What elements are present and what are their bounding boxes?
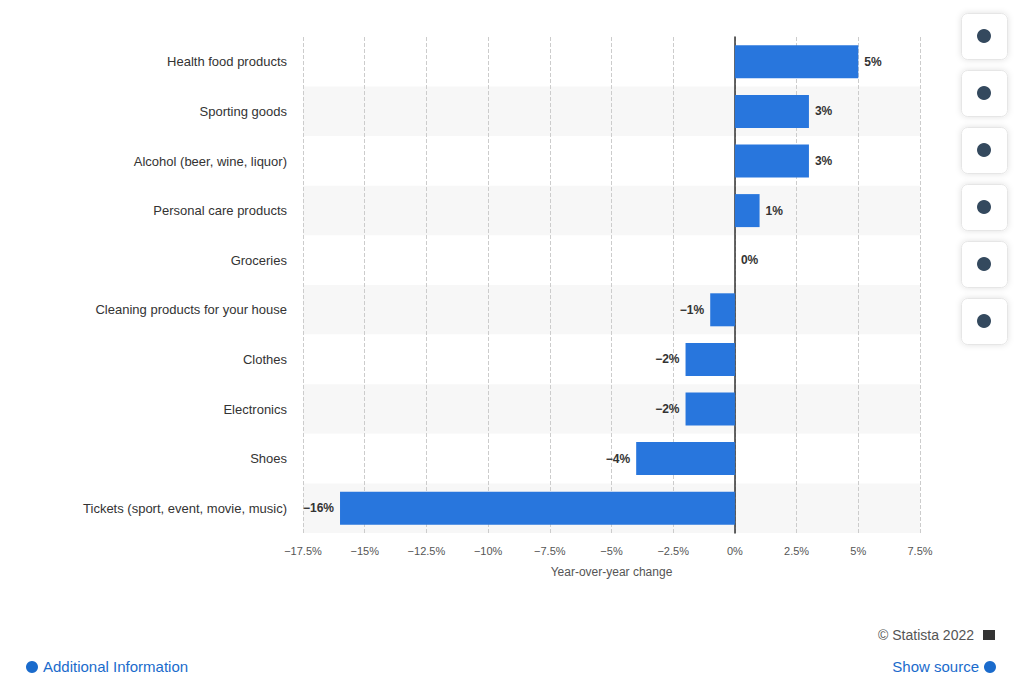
svg-text:Electronics: Electronics xyxy=(223,402,287,417)
svg-text:−1%: −1% xyxy=(680,303,705,317)
svg-text:Show source: Show source xyxy=(892,658,979,675)
svg-text:5%: 5% xyxy=(850,545,866,557)
svg-text:−17.5%: −17.5% xyxy=(284,545,322,557)
svg-text:3%: 3% xyxy=(815,154,833,168)
svg-text:Alcohol (beer, wine, liquor): Alcohol (beer, wine, liquor) xyxy=(134,154,287,169)
svg-text:2.5%: 2.5% xyxy=(784,545,809,557)
svg-text:−15%: −15% xyxy=(350,545,379,557)
svg-text:Groceries: Groceries xyxy=(231,253,288,268)
svg-text:Tickets (sport, event, movie,: Tickets (sport, event, movie, music) xyxy=(83,501,287,516)
svg-text:−16%: −16% xyxy=(303,501,334,515)
svg-text:−12.5%: −12.5% xyxy=(408,545,446,557)
svg-text:−4%: −4% xyxy=(606,452,631,466)
svg-text:Cleaning products for your hou: Cleaning products for your house xyxy=(95,302,287,317)
svg-text:0%: 0% xyxy=(741,253,759,267)
svg-text:−2%: −2% xyxy=(655,402,680,416)
svg-text:7.5%: 7.5% xyxy=(907,545,932,557)
svg-text:Sporting goods: Sporting goods xyxy=(200,104,288,119)
svg-text:Health food products: Health food products xyxy=(167,54,287,69)
svg-text:Shoes: Shoes xyxy=(250,451,287,466)
svg-text:Additional Information: Additional Information xyxy=(43,658,188,675)
svg-text:5%: 5% xyxy=(864,55,882,69)
svg-text:1%: 1% xyxy=(766,204,784,218)
svg-text:−2.5%: −2.5% xyxy=(657,545,689,557)
svg-text:−2%: −2% xyxy=(655,352,680,366)
svg-text:−7.5%: −7.5% xyxy=(534,545,566,557)
svg-text:−10%: −10% xyxy=(474,545,503,557)
svg-text:Personal care products: Personal care products xyxy=(153,203,287,218)
svg-text:−5%: −5% xyxy=(600,545,623,557)
svg-text:0%: 0% xyxy=(727,545,743,557)
svg-text:© Statista 2022: © Statista 2022 xyxy=(878,627,974,643)
svg-text:Clothes: Clothes xyxy=(243,352,288,367)
svg-text:Year-over-year change: Year-over-year change xyxy=(551,565,673,579)
svg-text:3%: 3% xyxy=(815,104,833,118)
